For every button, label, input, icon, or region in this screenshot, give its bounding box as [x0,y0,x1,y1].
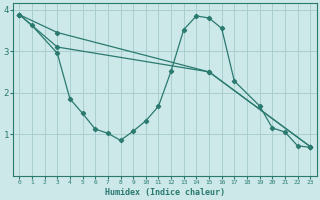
X-axis label: Humidex (Indice chaleur): Humidex (Indice chaleur) [105,188,225,197]
